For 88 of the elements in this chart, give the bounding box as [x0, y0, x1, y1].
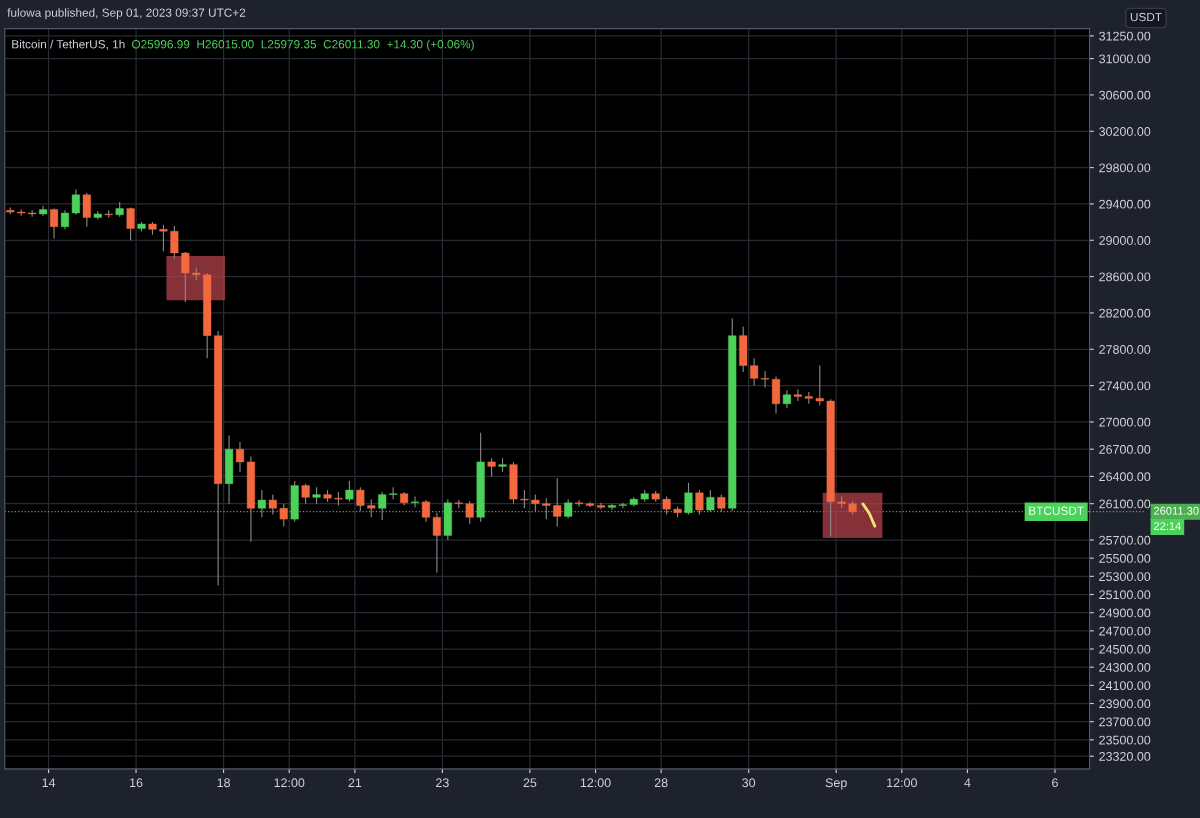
candlestick	[761, 370, 770, 388]
y-tick-label: 26100.00	[1099, 499, 1151, 509]
candlestick	[159, 224, 168, 252]
x-tick-label: 30	[742, 778, 756, 788]
candlestick	[553, 477, 562, 527]
x-tick-label: 21	[348, 778, 362, 788]
y-tick-label: 23320.00	[1099, 752, 1151, 761]
annotation: BTCUSDT	[1029, 506, 1084, 515]
y-tick-label: 25500.00	[1099, 553, 1151, 563]
x-tick-label: Sep	[825, 778, 847, 790]
candlestick	[750, 357, 759, 387]
x-tick-label: 18	[217, 778, 230, 788]
candlestick	[170, 225, 179, 259]
candlestick	[367, 498, 376, 518]
y-tick-label: 27400.00	[1099, 381, 1151, 391]
x-tick-label: 12:00	[887, 778, 917, 788]
y-tick-label: 29400.00	[1099, 199, 1151, 209]
candlestick	[389, 486, 398, 500]
candlestick	[301, 483, 310, 505]
candlestick	[684, 482, 693, 516]
y-tick-label: 24700.00	[1099, 626, 1151, 636]
candlestick	[815, 365, 824, 407]
candlestick	[82, 192, 91, 228]
candlestick	[706, 489, 715, 513]
y-tick-label: 28600.00	[1099, 272, 1151, 282]
ref-line-label: 26011.30	[1154, 506, 1199, 515]
candlestick	[793, 388, 802, 402]
candlestick	[378, 491, 387, 521]
candlestick	[235, 441, 245, 473]
y-tick-label: 23900.00	[1099, 699, 1151, 709]
x-tick-label: 16	[130, 778, 143, 788]
candlestick	[421, 499, 430, 523]
y-tick-label: 27000.00	[1099, 417, 1151, 427]
y-tick-label: 26700.00	[1099, 444, 1151, 454]
x-tick-label: 6	[1052, 778, 1058, 788]
candlestick	[410, 495, 420, 508]
x-tick-label: 23	[436, 778, 449, 788]
candlestick	[181, 251, 190, 303]
text: Bitcoin / TetherUS, 1h	[12, 39, 125, 50]
candlestick	[279, 503, 288, 527]
x-tick-label: 14	[42, 778, 56, 788]
x-tick-label: 12:00	[580, 778, 611, 788]
candlestick	[432, 512, 441, 574]
y-tick-label: 31250.00	[1099, 31, 1151, 41]
candlestick	[49, 207, 59, 240]
candlestick	[662, 495, 671, 516]
text: fulowa published, Sep 01, 2023 09:37 UTC+2	[7, 8, 246, 20]
candlestick	[257, 489, 266, 518]
candlestick	[60, 209, 69, 230]
y-tick-label: 24500.00	[1099, 644, 1151, 654]
candlestick	[618, 502, 627, 509]
y-tick-label: 29000.00	[1099, 236, 1151, 245]
y-tick-label: 24300.00	[1099, 662, 1151, 672]
y-tick-label: 30600.00	[1099, 90, 1151, 100]
y-tick-label: 27800.00	[1099, 345, 1151, 354]
candlestick	[268, 494, 277, 516]
candlestick	[126, 207, 135, 241]
y-tick-label: 25100.00	[1099, 590, 1151, 600]
y-axis-title: USDT	[1130, 12, 1162, 22]
candlestick	[356, 486, 365, 512]
candlestick	[575, 499, 584, 507]
y-tick-label: 24100.00	[1099, 681, 1151, 691]
x-tick-label: 28	[654, 778, 668, 788]
candlestick	[695, 489, 704, 516]
y-tick-label: 24900.00	[1099, 608, 1151, 618]
y-tick-label: 29800.00	[1099, 163, 1151, 173]
candlestick	[345, 480, 354, 503]
candlestick	[465, 500, 474, 525]
candlestick	[564, 498, 573, 519]
candlestick	[28, 209, 37, 218]
candlestick	[542, 497, 551, 520]
y-tick-label: 31000.00	[1099, 54, 1151, 64]
y-tick-label: 23500.00	[1099, 735, 1151, 745]
y-tick-label: 26400.00	[1099, 472, 1151, 482]
candlestick	[487, 457, 496, 477]
x-tick-label: 12:00	[274, 778, 305, 788]
y-tick-label: 23700.00	[1099, 717, 1151, 727]
y-tick-label: 25700.00	[1099, 535, 1151, 545]
y-tick-label: 25300.00	[1099, 572, 1151, 582]
candlestick	[520, 489, 529, 509]
candlestick	[782, 389, 791, 409]
text: O25996.99 H26015.00 L25979.35 C26011.30 +14.30 (+0.06%)	[132, 39, 474, 51]
y-tick-label: 28200.00	[1099, 308, 1151, 318]
candlestick	[71, 188, 80, 216]
text: 22:14	[1154, 522, 1181, 530]
x-tick-label: 4	[964, 778, 971, 788]
x-tick-label: 25	[523, 778, 537, 788]
y-tick-label: 30200.00	[1099, 127, 1151, 136]
